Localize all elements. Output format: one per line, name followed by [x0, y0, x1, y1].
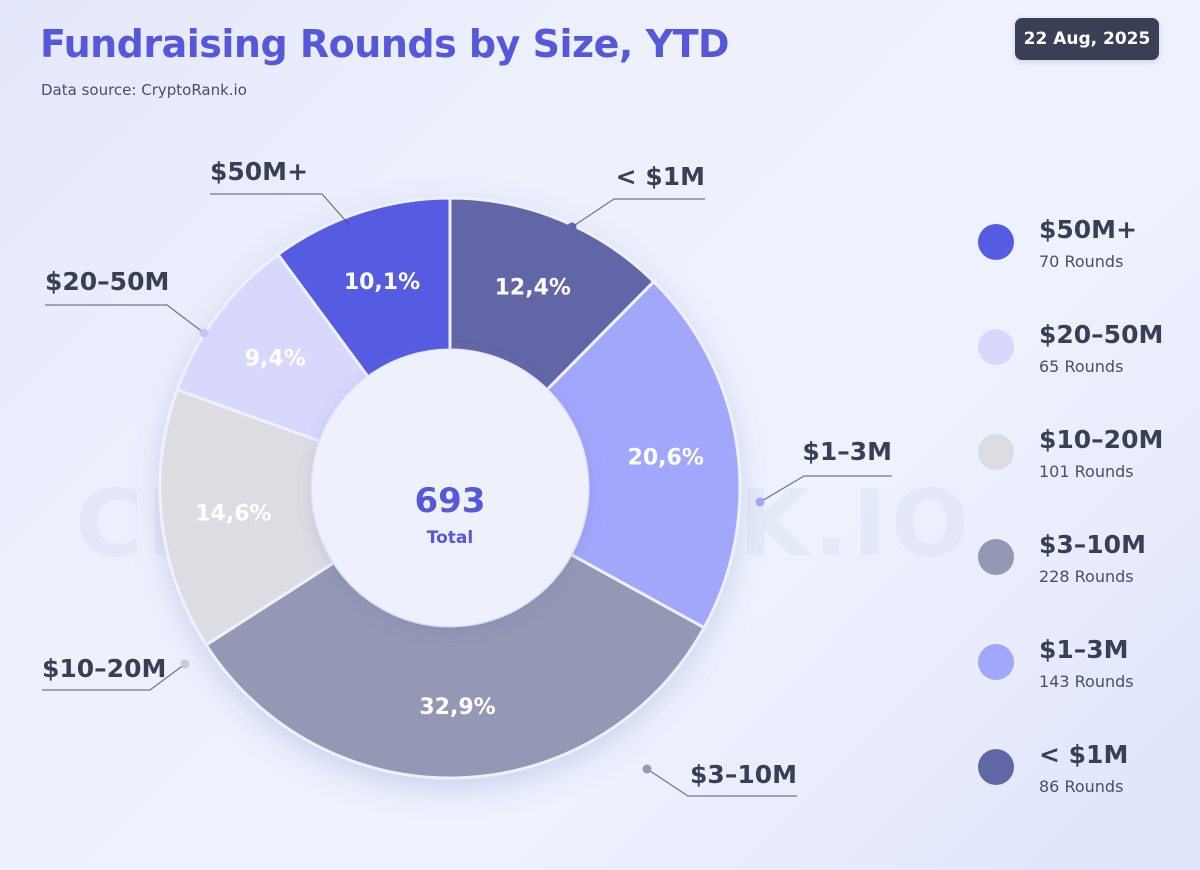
total-value: 693 [415, 481, 486, 521]
legend-swatch [978, 539, 1014, 575]
slice-percent-label: 32,9% [419, 695, 495, 720]
legend-item-under1m: < $1M 86 Rounds [978, 740, 1188, 845]
legend-item-20-50m: $20–50M 65 Rounds [978, 320, 1188, 425]
slice-percent-label: 12,4% [495, 275, 571, 300]
date-badge: 22 Aug, 2025 [1015, 18, 1159, 60]
callout-label-20-50m: $20–50M [45, 267, 169, 296]
donut-chart: 12,4% 20,6% 32,9% 14,6% 9,4% 10,1% < $1M $1–3M… [42, 157, 892, 797]
legend-swatch [978, 749, 1014, 785]
legend-swatch [978, 644, 1014, 680]
callout-label-10-20m: $10–20M [42, 654, 166, 683]
callout-label-3-10m: $3–10M [690, 760, 797, 789]
callout-dot [347, 223, 357, 233]
callout-dot [755, 497, 765, 507]
callout-line [571, 198, 705, 228]
callout-dot [642, 764, 652, 774]
callout-dot [567, 222, 577, 232]
callout-line [759, 475, 892, 503]
legend-count: 70 Rounds [1039, 252, 1124, 271]
legend-count: 101 Rounds [1039, 462, 1134, 481]
legend-item-50m-plus: $50M+ 70 Rounds [978, 215, 1188, 320]
slice-percent-label: 9,4% [245, 347, 306, 372]
callout-dot [199, 328, 209, 338]
chart-title: Fundraising Rounds by Size, YTD [40, 22, 730, 66]
legend-count: 65 Rounds [1039, 357, 1124, 376]
legend-item-3-10m: $3–10M 228 Rounds [978, 530, 1188, 635]
slice-percent-label: 10,1% [344, 270, 420, 295]
callout-line [646, 768, 797, 797]
legend-label: $1–3M [1039, 635, 1129, 664]
legend-count: 86 Rounds [1039, 777, 1124, 796]
legend-swatch [978, 434, 1014, 470]
callout-dot [180, 659, 190, 669]
legend-label: < $1M [1039, 740, 1129, 769]
data-source: Data source: CryptoRank.io [41, 81, 247, 99]
callout-line [45, 304, 205, 334]
legend-swatch [978, 224, 1014, 260]
legend-label: $10–20M [1039, 425, 1164, 454]
legend: $50M+ 70 Rounds $20–50M 65 Rounds $10–20M 101… [978, 215, 1188, 845]
slice-percent-label: 14,6% [195, 502, 271, 527]
legend-swatch [978, 329, 1014, 365]
callout-line [42, 663, 186, 691]
total-label: Total [427, 528, 473, 548]
callout-label-50m-plus: $50M+ [210, 157, 308, 186]
callout-label-1-3m: $1–3M [802, 437, 892, 466]
legend-count: 228 Rounds [1039, 567, 1134, 586]
legend-label: $3–10M [1039, 530, 1146, 559]
legend-label: $50M+ [1039, 215, 1138, 244]
legend-count: 143 Rounds [1039, 672, 1134, 691]
callout-line [210, 193, 353, 229]
donut-hole [312, 350, 588, 626]
callout-label-under1m: < $1M [616, 162, 705, 191]
legend-label: $20–50M [1039, 320, 1164, 349]
slice-percent-label: 20,6% [628, 446, 704, 471]
legend-item-10-20m: $10–20M 101 Rounds [978, 425, 1188, 530]
legend-item-1-3m: $1–3M 143 Rounds [978, 635, 1188, 740]
